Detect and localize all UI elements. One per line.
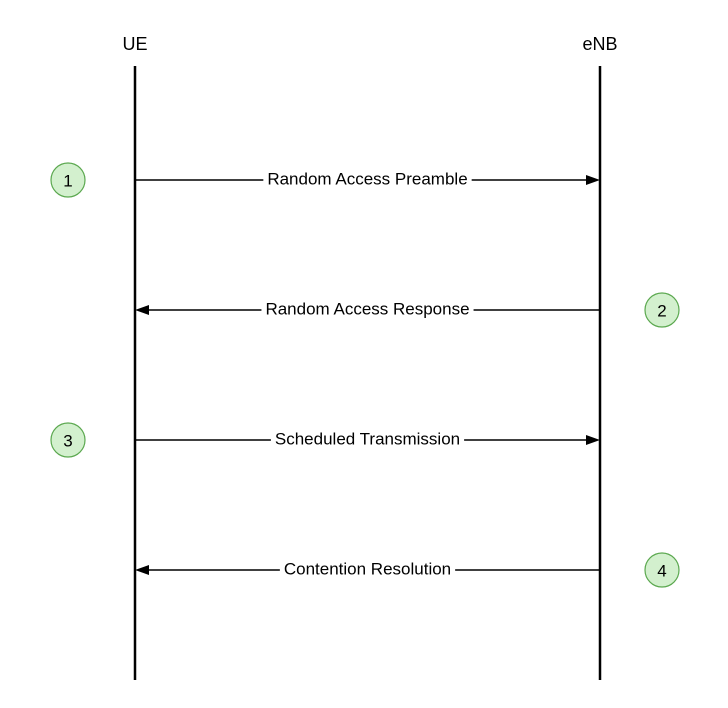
svg-text:2: 2 [657,302,666,321]
message-2: Random Access Response [135,298,600,319]
message-label-3: Scheduled Transmission [275,429,460,448]
message-label-2: Random Access Response [265,299,469,318]
step-badge-2: 2 [645,293,679,327]
step-badge-1: 1 [51,163,85,197]
participant-left-label: UE [122,34,147,54]
svg-text:1: 1 [63,172,72,191]
participant-right-label: eNB [582,34,617,54]
sequence-diagram: UE eNB Random Access Preamble 1 Random Acces… [0,0,728,708]
message-3: Scheduled Transmission [135,428,600,449]
step-badge-3: 3 [51,423,85,457]
message-1: Random Access Preamble [135,168,600,189]
message-label-4: Contention Resolution [284,559,451,578]
step-badge-4: 4 [645,553,679,587]
svg-text:3: 3 [63,432,72,451]
svg-text:4: 4 [657,562,666,581]
message-4: Contention Resolution [135,558,600,579]
message-label-1: Random Access Preamble [267,169,467,188]
